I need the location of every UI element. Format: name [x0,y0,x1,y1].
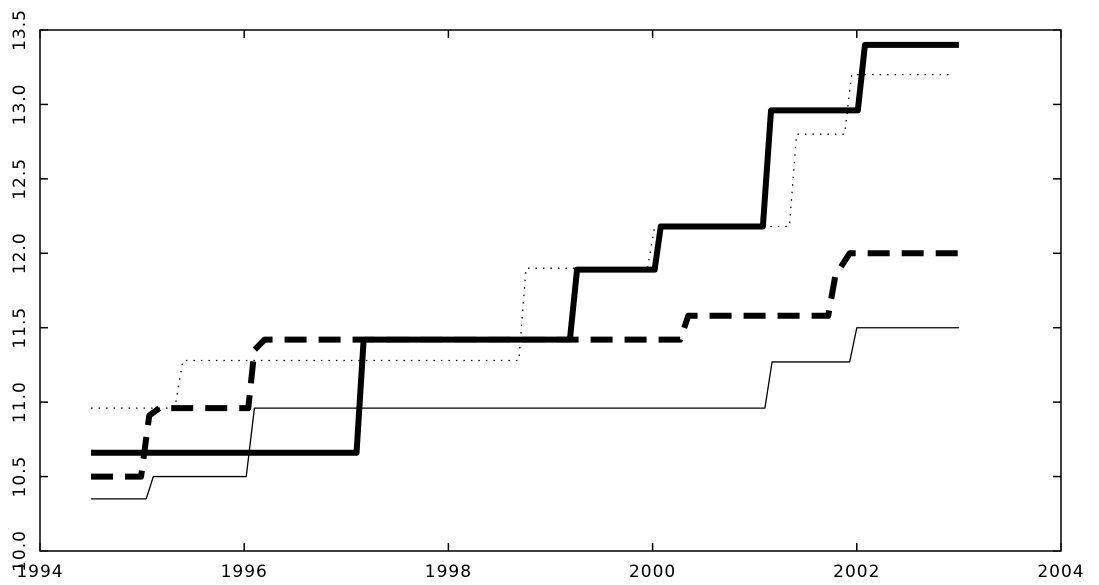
y-tick-label: 12.5 [10,158,30,200]
y-tick-label: 11.0 [10,381,30,423]
y-tick-label: 12.0 [10,232,30,274]
x-tick-label: 2004 [1037,562,1084,582]
x-tick-label: 1994 [16,562,63,582]
y-tick-label: 13.5 [10,9,30,51]
series-line [91,74,951,409]
plot-frame [39,29,1062,552]
x-tick-label: 1998 [425,562,472,582]
y-tick-label: 13.0 [10,83,30,125]
y-tick-label: 11.5 [10,307,30,349]
series-line [91,250,959,480]
x-tick-label: 2000 [629,562,676,582]
y-tick-label: 10.5 [10,456,30,498]
series-line [91,327,959,500]
x-tick-label: 1996 [221,562,268,582]
x-tick-label: 2002 [833,562,880,582]
y-tick-label: 10.0 [10,530,30,572]
series-line [91,41,959,456]
